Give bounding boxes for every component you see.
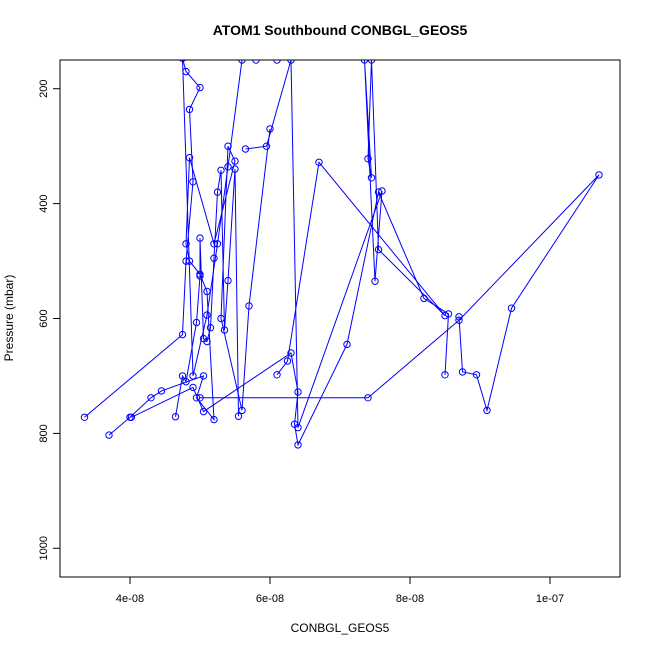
series-5-point xyxy=(472,371,481,379)
series-6-point xyxy=(315,158,323,167)
series-3-point xyxy=(196,272,204,280)
series-2-point xyxy=(105,431,113,439)
series-3-point xyxy=(192,318,201,327)
series-4-point xyxy=(441,371,449,379)
y-axis: 200 400 600 800 1000 xyxy=(38,80,60,561)
series-3-point xyxy=(182,378,190,386)
y-tick-label: 1000 xyxy=(38,536,50,560)
series-3-point xyxy=(213,188,222,196)
series-1-point xyxy=(185,105,194,114)
series-2-point xyxy=(157,387,166,395)
series-2-line xyxy=(108,128,271,436)
series-5-line xyxy=(200,174,600,413)
series-5-point xyxy=(458,368,467,376)
series-5-point xyxy=(455,313,463,321)
series-6-point xyxy=(360,60,369,64)
series-2-point xyxy=(199,372,208,380)
x-axis: 4e-08 6e-08 8e-08 1e-07 xyxy=(116,576,564,605)
series-1-point xyxy=(179,60,186,62)
series-6-point xyxy=(294,423,302,432)
series-6-point xyxy=(378,187,386,195)
series-1-line xyxy=(84,60,277,418)
series-1-point xyxy=(252,60,260,64)
series-1-point xyxy=(203,311,211,319)
y-axis-label: Pressure (mbar) xyxy=(2,275,16,362)
series-5-point xyxy=(455,316,463,324)
series-4-point xyxy=(294,388,302,396)
series-6-point xyxy=(367,174,376,182)
series-6-point xyxy=(374,245,383,254)
series-layer xyxy=(80,60,603,449)
y-tick-label: 400 xyxy=(38,194,50,212)
series-2-point xyxy=(231,157,239,165)
series-3-point xyxy=(206,324,215,332)
series-6-line xyxy=(245,60,446,428)
series-2-point xyxy=(185,257,194,265)
series-5-point xyxy=(507,304,516,312)
series-1-point xyxy=(178,330,187,339)
series-3-point xyxy=(210,254,218,262)
series-3-line xyxy=(175,169,239,417)
x-tick-label: 4e-08 xyxy=(116,593,144,605)
series-1-point xyxy=(80,413,89,421)
series-3-point xyxy=(171,413,180,421)
series-6-point xyxy=(364,155,372,163)
x-axis-label: CONBGL_GEOS5 xyxy=(291,621,390,635)
series-1-point xyxy=(196,83,204,92)
x-tick-label: 1e-07 xyxy=(536,593,564,605)
series-4-line xyxy=(131,190,450,447)
y-tick-label: 600 xyxy=(38,309,50,327)
series-1-point xyxy=(224,163,232,171)
series-2-point xyxy=(245,302,253,310)
series-6-point xyxy=(241,145,250,153)
series-4-point xyxy=(189,383,197,392)
series-3-point xyxy=(234,412,243,420)
series-4-point xyxy=(444,310,453,318)
series-6-point xyxy=(273,371,281,379)
chart-title: ATOM1 Southbound CONBGL_GEOS5 xyxy=(213,22,468,38)
series-6-point xyxy=(441,311,449,320)
y-tick-label: 200 xyxy=(38,80,50,98)
series-5-point xyxy=(483,406,491,415)
series-3-point xyxy=(203,337,211,346)
series-4-point xyxy=(127,413,136,421)
series-4-point xyxy=(287,349,295,357)
series-2-point xyxy=(224,142,232,150)
series-2-point xyxy=(203,287,211,296)
series-6-point xyxy=(262,142,271,150)
series-1-point xyxy=(273,60,281,64)
series-1-point xyxy=(182,67,190,76)
series-1-point xyxy=(189,372,197,380)
series-3-point xyxy=(224,276,232,285)
x-tick-label: 6e-08 xyxy=(256,593,284,605)
series-4-point xyxy=(199,407,208,416)
series-5-point xyxy=(595,171,603,179)
series-4-point xyxy=(294,441,302,449)
series-6-point xyxy=(287,60,295,64)
series-2-point xyxy=(182,240,190,248)
series-3-point xyxy=(231,165,239,173)
series-1-point xyxy=(238,60,246,64)
x-tick-label: 8e-08 xyxy=(396,593,424,605)
series-4-point xyxy=(343,340,351,349)
series-2-point xyxy=(185,154,194,162)
series-2-point xyxy=(210,240,218,248)
series-6-point xyxy=(371,277,379,285)
series-6-point xyxy=(283,357,292,365)
series-5-point xyxy=(196,394,204,402)
series-3-point xyxy=(217,166,225,175)
series-3-point xyxy=(196,234,204,242)
series-3-point xyxy=(178,372,187,380)
series-2-point xyxy=(147,394,155,402)
series-3-point xyxy=(220,326,229,334)
series-5-point xyxy=(364,394,372,402)
series-6-point xyxy=(367,60,376,64)
series-2-point xyxy=(210,415,218,424)
y-tick-label: 800 xyxy=(38,424,50,442)
